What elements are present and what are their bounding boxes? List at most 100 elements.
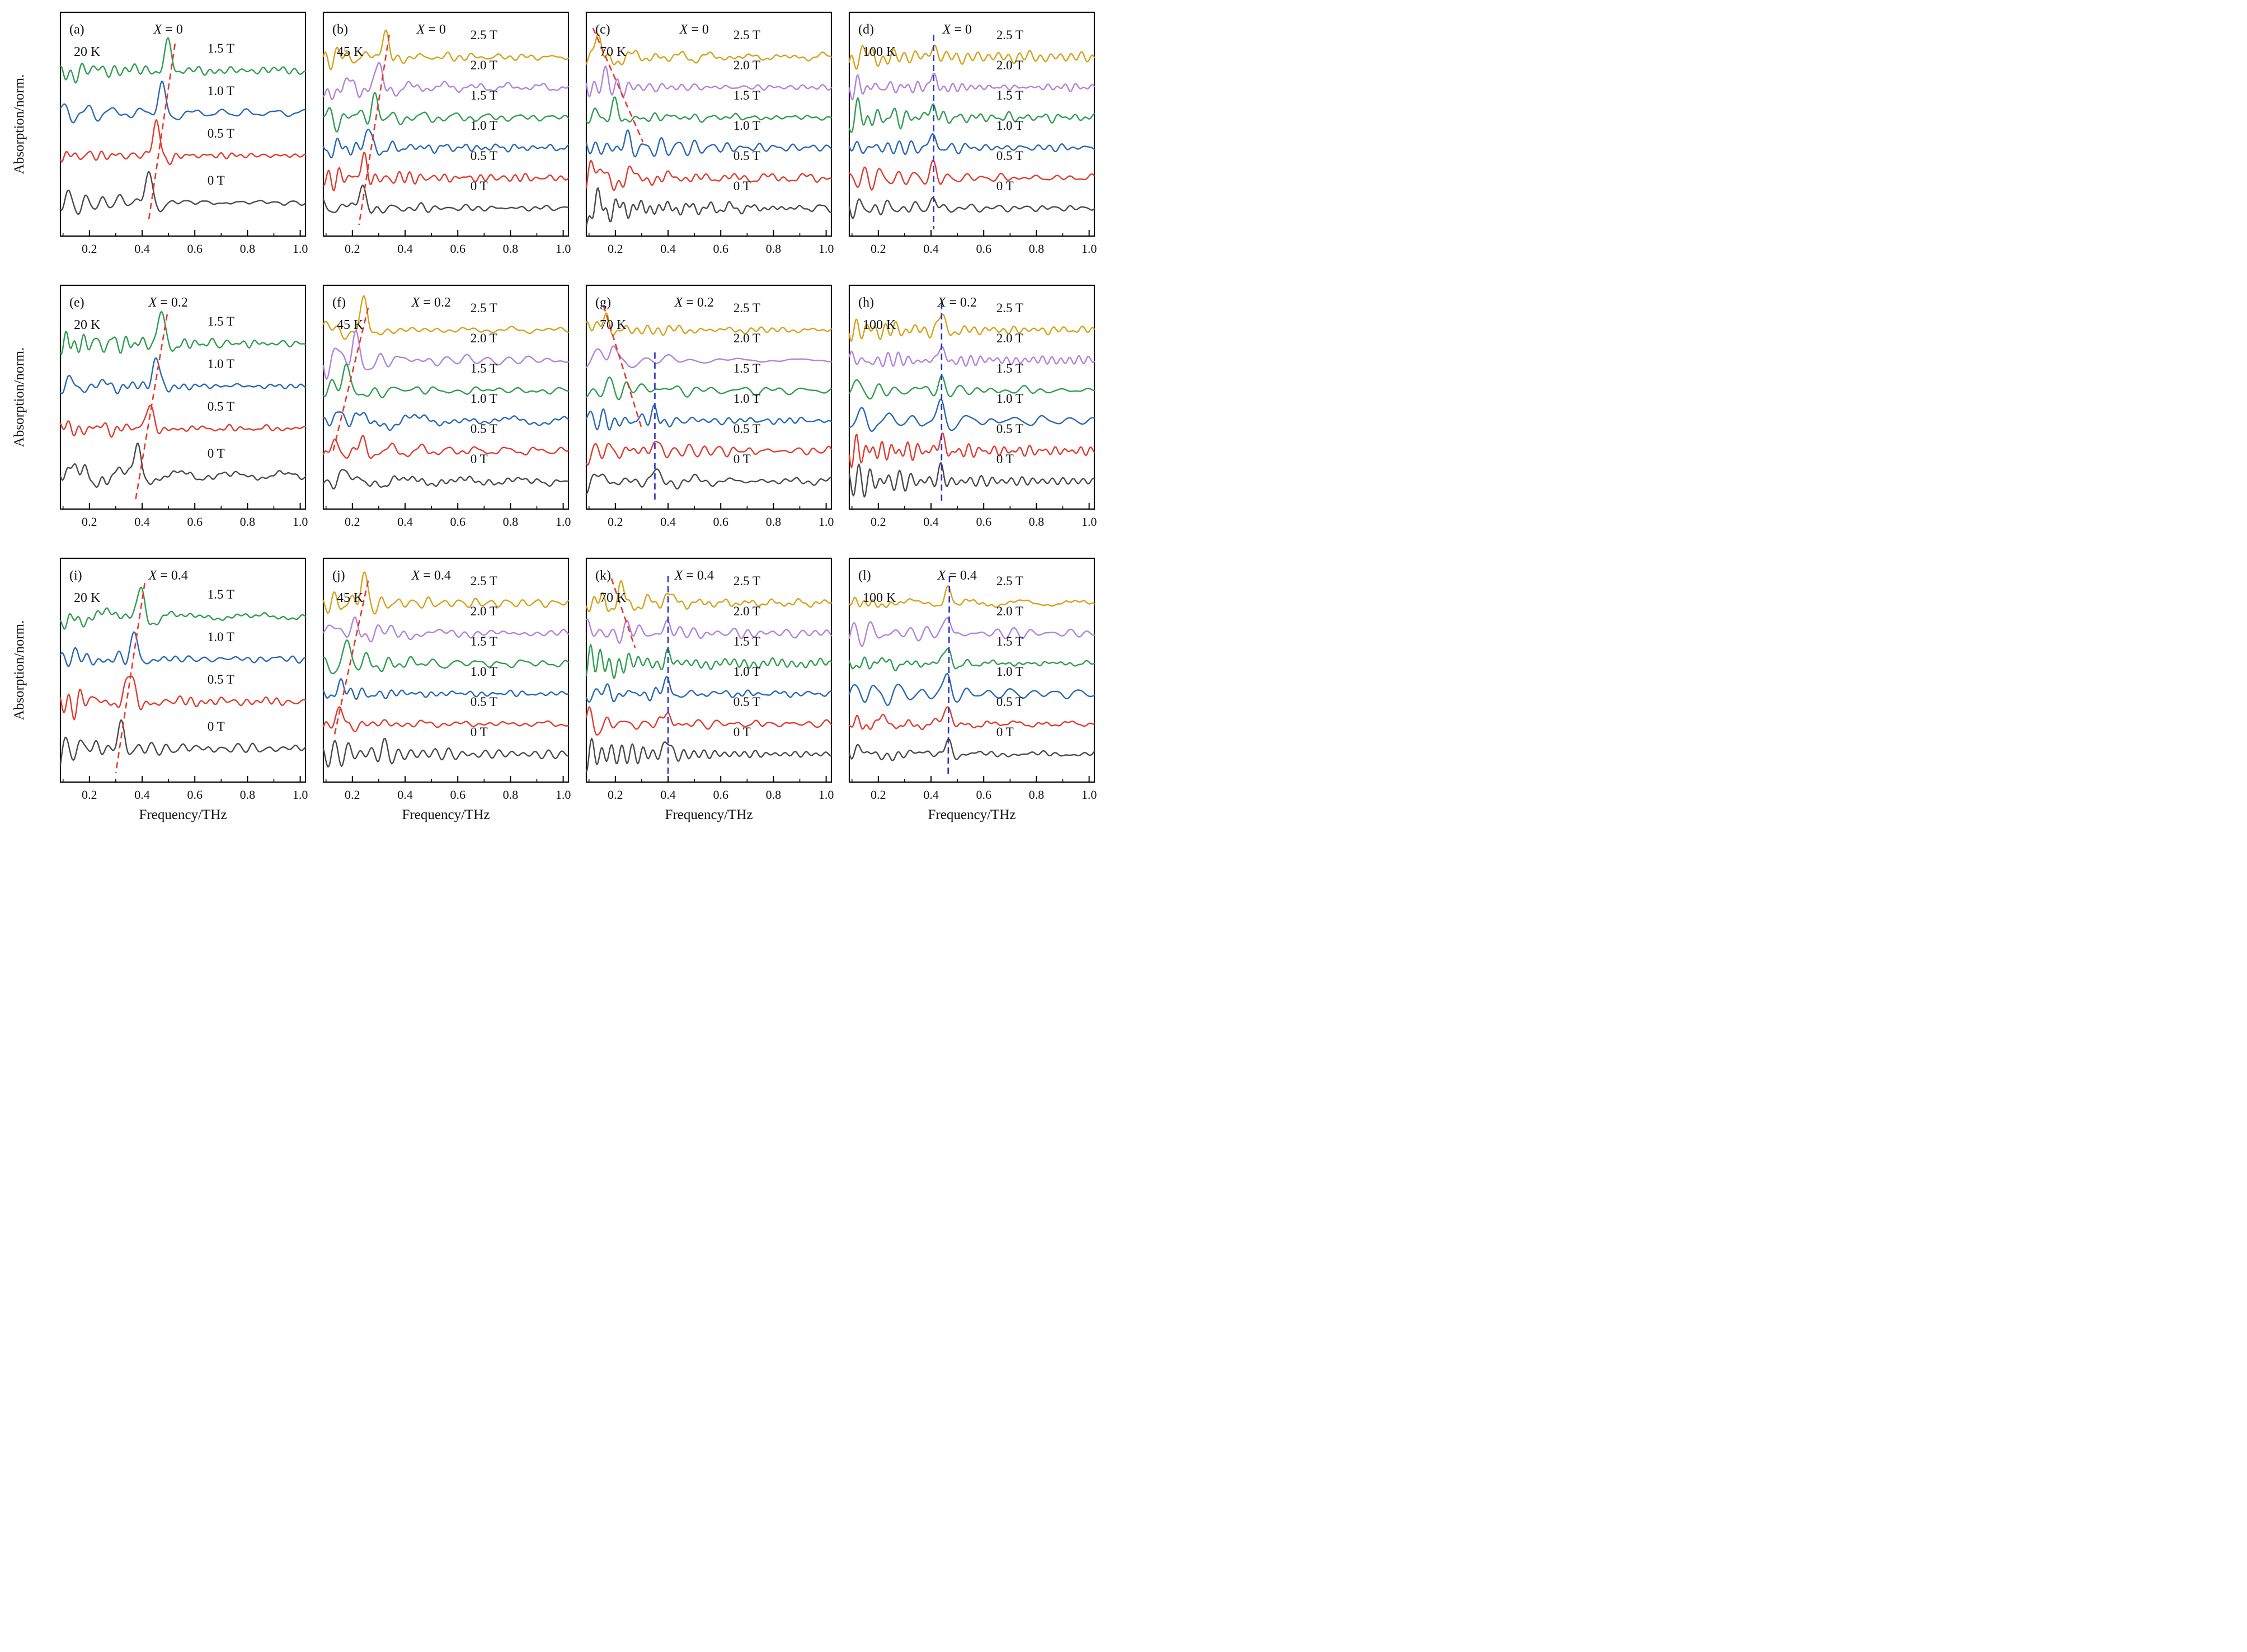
x-tick-label: 0.4 bbox=[660, 515, 676, 529]
spectrum-curve-0.5T bbox=[585, 159, 833, 191]
spectrum-curve-1.5T bbox=[59, 586, 307, 630]
field-label: 1.0 T bbox=[734, 392, 760, 406]
x-tick-label: 0.6 bbox=[450, 242, 466, 256]
spectrum-curve-0T bbox=[59, 443, 307, 488]
spectrum-curve-2.5T bbox=[848, 313, 1096, 342]
red-dashed-guide-line bbox=[603, 305, 643, 429]
x-tick-label: 0.4 bbox=[134, 242, 150, 256]
field-label: 2.5 T bbox=[996, 574, 1023, 588]
spectrum-curve-0.5T bbox=[322, 152, 570, 191]
spectrum-curve-0T bbox=[848, 462, 1096, 498]
spectrum-curve-0.5T bbox=[59, 675, 307, 721]
spectrum-curve-0T bbox=[322, 738, 570, 768]
x-tick-label: 0.6 bbox=[713, 788, 728, 802]
field-label: 0 T bbox=[208, 719, 225, 733]
x-tick-label: 0.4 bbox=[134, 788, 150, 802]
spectrum-curve-1.0T bbox=[585, 404, 833, 431]
field-label: 0.5 T bbox=[471, 149, 497, 163]
field-label: 1.5 T bbox=[471, 88, 497, 102]
axes-box bbox=[59, 284, 307, 510]
field-label: 0.5 T bbox=[208, 672, 234, 686]
temperature-label: 100 K bbox=[863, 318, 896, 332]
x-tick-label: 0.8 bbox=[1029, 515, 1045, 529]
x-tick-label: 1.0 bbox=[819, 242, 834, 256]
field-label: 0 T bbox=[996, 452, 1014, 466]
field-label: 1.5 T bbox=[208, 41, 234, 55]
temperature-label: 45 K bbox=[337, 45, 364, 59]
field-label: 1.5 T bbox=[208, 587, 234, 601]
panel-title: X = 0 bbox=[153, 22, 183, 37]
field-label: 1.0 T bbox=[734, 665, 760, 679]
red-dashed-guide-line bbox=[333, 580, 369, 738]
spectrum-curve-2.5T bbox=[585, 312, 833, 336]
field-label: 1.0 T bbox=[996, 119, 1023, 133]
spectrum-curve-1.0T bbox=[848, 133, 1096, 155]
field-label: 1.5 T bbox=[996, 361, 1023, 375]
field-label: 2.0 T bbox=[734, 58, 760, 72]
x-tick-label: 0.8 bbox=[240, 242, 256, 256]
spectrum-curve-1.5T bbox=[585, 96, 833, 124]
panel-letter: (l) bbox=[858, 568, 871, 583]
axes-box bbox=[322, 11, 570, 237]
field-label: 2.5 T bbox=[471, 574, 497, 588]
x-axis-label: Frequency/THz bbox=[665, 807, 753, 822]
spectrum-curve-1.5T bbox=[848, 97, 1096, 134]
temperature-label: 100 K bbox=[863, 45, 896, 59]
temperature-label: 45 K bbox=[337, 318, 364, 332]
axes-box bbox=[585, 557, 833, 783]
spectrum-curve-0.5T bbox=[848, 706, 1096, 730]
field-label: 2.5 T bbox=[734, 28, 760, 42]
panel-title: X = 0 bbox=[942, 22, 972, 37]
spectrum-curve-1.0T bbox=[585, 676, 833, 703]
panel-c: 0.2 0.4 0.6 0.8 1.0 2.5 T 2.0 T 1.5 T 1.0 T 0.5 T… bbox=[585, 11, 834, 256]
spectrum-curve-1.5T bbox=[322, 363, 570, 398]
field-label: 0.5 T bbox=[208, 126, 234, 140]
field-label: 0 T bbox=[734, 179, 751, 193]
spectrum-curve-0.5T bbox=[848, 432, 1096, 469]
x-tick-label: 1.0 bbox=[293, 788, 308, 802]
spectrum-curve-1.5T bbox=[848, 648, 1096, 672]
panel-title: X = 0.4 bbox=[411, 568, 451, 583]
panel-k: 0.2 0.4 0.6 0.8 1.0 2.5 T 2.0 T 1.5 T 1.0 T 0.5 T… bbox=[585, 557, 834, 802]
field-label: 1.0 T bbox=[471, 665, 497, 679]
x-tick-label: 0.8 bbox=[503, 242, 519, 256]
x-tick-label: 0.8 bbox=[503, 788, 519, 802]
field-label: 2.0 T bbox=[996, 331, 1023, 345]
red-dashed-guide-line bbox=[134, 314, 168, 501]
x-tick-label: 0.4 bbox=[660, 788, 676, 802]
x-tick-label: 1.0 bbox=[1082, 515, 1097, 529]
temperature-label: 70 K bbox=[600, 45, 627, 59]
x-tick-label: 0.4 bbox=[134, 515, 150, 529]
field-label: 0.5 T bbox=[996, 149, 1023, 163]
field-label: 1.0 T bbox=[996, 392, 1023, 406]
x-tick-label: 0.4 bbox=[923, 788, 939, 802]
panel-title: X = 0.4 bbox=[148, 568, 188, 583]
x-tick-label: 0.6 bbox=[187, 788, 203, 802]
x-tick-label: 1.0 bbox=[556, 242, 571, 256]
spectrum-curve-2.0T bbox=[585, 618, 833, 644]
panel-letter: (e) bbox=[69, 295, 84, 310]
temperature-label: 20 K bbox=[74, 45, 101, 59]
x-tick-label: 1.0 bbox=[293, 515, 308, 529]
field-label: 1.0 T bbox=[734, 119, 760, 133]
spectra-figure: 0.2 0.4 0.6 0.8 1.0 1.5 T 1.0 T 0.5 T 0 T (a) X = … bbox=[0, 0, 1124, 826]
x-tick-label: 0.4 bbox=[397, 788, 413, 802]
field-label: 0.5 T bbox=[996, 422, 1023, 436]
panel-j: 0.2 0.4 0.6 0.8 1.0 2.5 T 2.0 T 1.5 T 1.0 T 0.5 T… bbox=[322, 557, 571, 802]
x-tick-label: 0.6 bbox=[976, 242, 991, 256]
spectrum-curve-2.5T bbox=[848, 585, 1096, 608]
spectrum-curve-1.0T bbox=[59, 631, 307, 667]
spectrum-curve-0.5T bbox=[585, 706, 833, 736]
field-label: 2.0 T bbox=[471, 604, 497, 618]
field-label: 1.5 T bbox=[734, 361, 760, 375]
spectrum-curve-2.5T bbox=[322, 571, 570, 615]
x-tick-label: 0.2 bbox=[345, 242, 360, 256]
spectrum-curve-2.5T bbox=[848, 44, 1096, 70]
x-tick-label: 1.0 bbox=[819, 788, 834, 802]
field-label: 2.0 T bbox=[471, 58, 497, 72]
field-label: 0.5 T bbox=[996, 695, 1023, 709]
panel-letter: (g) bbox=[595, 295, 611, 310]
field-label: 1.0 T bbox=[208, 357, 234, 371]
spectrum-curve-1.5T bbox=[322, 639, 570, 675]
spectrum-curve-1.5T bbox=[585, 643, 833, 679]
